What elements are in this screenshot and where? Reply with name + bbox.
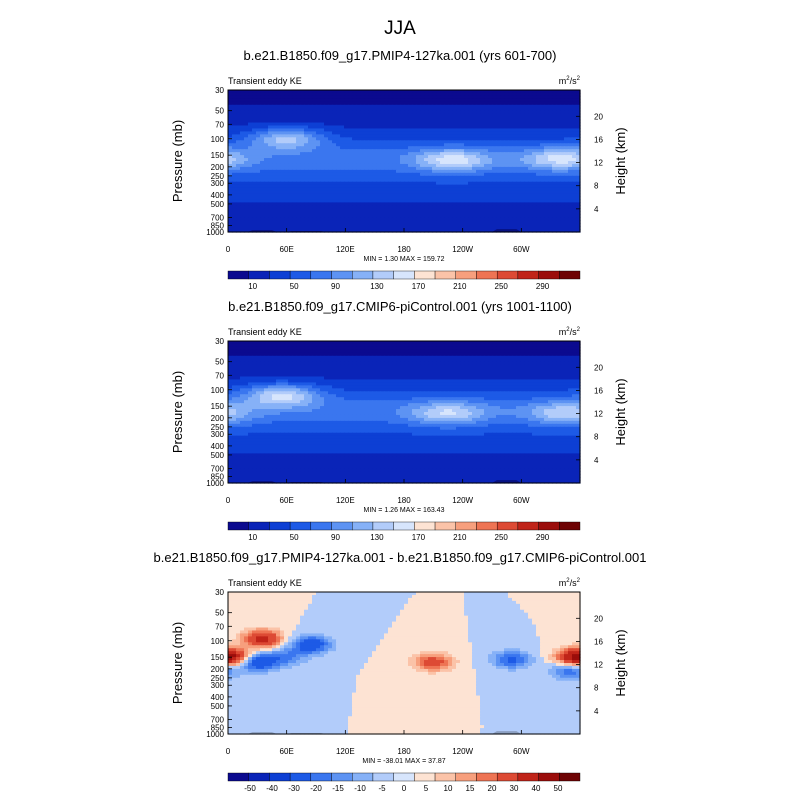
colorbar-swatch xyxy=(352,271,373,279)
colorbar-swatch xyxy=(476,271,497,279)
figure-title: JJA xyxy=(0,18,800,40)
x-tick-label: 120W xyxy=(452,245,473,254)
y-tick-label: 400 xyxy=(211,191,225,200)
colorbar-label: 90 xyxy=(331,282,340,291)
colorbar-swatch xyxy=(435,271,456,279)
colorbar-swatch xyxy=(518,271,539,279)
y2-tick-label: 8 xyxy=(594,182,599,191)
y2-axis-label: Height (km) xyxy=(613,127,628,194)
y-tick-label: 200 xyxy=(211,163,225,172)
colorbar-label: 210 xyxy=(453,282,467,291)
colorbar-swatch xyxy=(394,271,415,279)
y-tick-label: 500 xyxy=(211,200,225,209)
colorbar-label: 290 xyxy=(536,282,550,291)
colorbar-label: 10 xyxy=(248,282,257,291)
y2-tick-label: 16 xyxy=(594,135,603,144)
panel-title: b.e21.B1850.f09_g17.PMIP4-127ka.001 (yrs… xyxy=(0,48,800,63)
y-tick-label: 70 xyxy=(215,120,224,129)
y-tick-label: 300 xyxy=(211,179,225,188)
y2-tick-label: 4 xyxy=(594,205,599,214)
colorbar-swatch xyxy=(332,271,353,279)
colorbar-swatch xyxy=(559,271,580,279)
x-tick-label: 60E xyxy=(280,245,294,254)
y-tick-label: 1000 xyxy=(206,228,224,237)
colorbar-label: 250 xyxy=(495,282,509,291)
colorbar-swatch xyxy=(269,271,290,279)
colorbar-swatch xyxy=(539,271,560,279)
y-tick-label: 30 xyxy=(215,86,224,95)
x-tick-label: 120E xyxy=(336,245,355,254)
min-max-text: MIN = 1.30 MAX = 159.72 xyxy=(364,256,445,263)
y-tick-label: 50 xyxy=(215,107,224,116)
colorbar-swatch xyxy=(373,271,394,279)
colorbar-swatch xyxy=(290,271,311,279)
colorbar-label: 50 xyxy=(290,282,299,291)
units-label: m2/s2 xyxy=(559,327,581,337)
variable-label: Transient eddy KE xyxy=(228,76,302,86)
variable-label: Transient eddy KE xyxy=(228,327,302,337)
y-axis-label: Pressure (mb) xyxy=(170,120,185,202)
colorbar-swatch xyxy=(249,271,270,279)
panel-title: b.e21.B1850.f09_g17.CMIP6-piControl.001 … xyxy=(0,299,800,314)
colorbar-swatch xyxy=(414,271,435,279)
colorbar-swatch xyxy=(456,271,477,279)
heatmap-cells xyxy=(228,90,581,233)
colorbar-swatch xyxy=(228,271,249,279)
y-tick-label: 100 xyxy=(211,135,225,144)
x-tick-label: 60W xyxy=(513,245,530,254)
y-tick-label: 150 xyxy=(211,151,225,160)
colorbar-label: 130 xyxy=(370,282,384,291)
x-tick-label: 0 xyxy=(226,245,231,254)
heatmap-cells xyxy=(228,341,581,484)
y2-tick-label: 12 xyxy=(594,159,603,168)
x-tick-label: 180 xyxy=(397,245,411,254)
colorbar-label: 170 xyxy=(412,282,426,291)
colorbar-swatch xyxy=(497,271,518,279)
units-label: m2/s2 xyxy=(559,76,581,86)
colorbar-swatch xyxy=(311,271,332,279)
y2-tick-label: 20 xyxy=(594,112,603,121)
